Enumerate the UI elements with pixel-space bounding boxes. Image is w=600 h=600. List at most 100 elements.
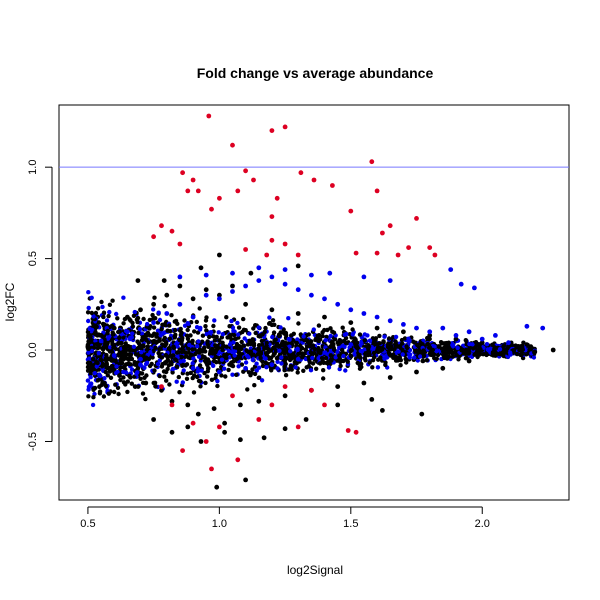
data-point: [216, 330, 221, 335]
black-point: [230, 283, 235, 289]
data-point: [89, 295, 94, 300]
data-point: [416, 348, 422, 353]
data-point: [110, 298, 115, 303]
data-point: [157, 373, 162, 379]
red-point: [353, 250, 359, 256]
blue-point: [138, 362, 143, 368]
data-point: [209, 377, 215, 382]
red-point: [256, 417, 262, 422]
red-point: [190, 420, 196, 426]
data-point: [167, 382, 172, 387]
black-point: [238, 402, 243, 408]
red-point: [348, 208, 354, 214]
data-point: [290, 337, 296, 343]
blue-point: [348, 307, 354, 313]
data-point: [220, 332, 225, 337]
data-point: [343, 340, 349, 345]
red-point: [251, 177, 256, 183]
blue-point: [282, 281, 288, 287]
black-point: [190, 296, 196, 302]
red-point: [151, 234, 157, 240]
data-point: [180, 345, 185, 350]
red-point: [395, 252, 401, 258]
data-point: [316, 348, 321, 354]
data-point: [317, 337, 323, 342]
data-point: [224, 344, 229, 349]
black-point: [177, 283, 183, 289]
data-point: [125, 389, 130, 395]
data-point: [183, 350, 188, 355]
red-point: [243, 168, 249, 174]
data-point: [192, 329, 197, 334]
data-point: [95, 333, 100, 338]
data-point: [230, 349, 235, 355]
data-point: [324, 334, 329, 340]
data-point: [128, 318, 133, 323]
red-point: [380, 230, 385, 236]
data-point: [382, 334, 387, 339]
data-point: [101, 362, 106, 367]
data-point: [394, 343, 399, 348]
data-point: [404, 344, 409, 349]
data-point: [89, 348, 95, 354]
data-point: [291, 352, 296, 357]
data-point: [140, 391, 146, 396]
data-point: [251, 341, 257, 346]
data-point: [197, 306, 202, 311]
data-point: [191, 356, 196, 361]
points-layer: [85, 113, 556, 490]
data-point: [108, 375, 114, 380]
black-point: [117, 373, 122, 378]
data-point: [204, 328, 209, 333]
data-point: [263, 351, 269, 356]
data-point: [106, 313, 111, 319]
black-point: [261, 435, 267, 441]
data-point: [88, 375, 93, 380]
red-point: [295, 424, 301, 430]
data-point: [241, 316, 246, 322]
data-point: [303, 347, 308, 352]
data-point: [169, 313, 174, 318]
black-point: [243, 477, 249, 483]
data-point: [196, 339, 201, 344]
data-point: [93, 310, 99, 316]
data-point: [371, 350, 377, 356]
data-point: [196, 378, 202, 384]
data-point: [154, 332, 160, 337]
data-point: [484, 342, 490, 347]
data-point: [282, 368, 287, 373]
data-point: [341, 353, 346, 359]
data-point: [139, 371, 145, 376]
data-point: [223, 374, 228, 379]
data-point: [143, 361, 149, 367]
data-point: [181, 368, 186, 373]
data-point: [102, 380, 107, 386]
data-point: [128, 335, 133, 340]
black-point: [222, 429, 228, 435]
blue-point: [282, 267, 288, 272]
blue-point: [243, 283, 249, 289]
data-point: [253, 323, 258, 328]
black-point: [369, 397, 375, 402]
blue-point: [138, 356, 143, 362]
data-point: [126, 357, 132, 362]
data-point: [207, 334, 212, 340]
data-point: [279, 361, 284, 366]
data-point: [171, 353, 176, 358]
data-point: [185, 321, 190, 326]
data-point: [335, 340, 340, 345]
data-point: [503, 348, 509, 354]
data-point: [310, 355, 315, 361]
data-point: [421, 358, 426, 364]
data-point: [256, 375, 261, 380]
data-point: [293, 365, 298, 370]
data-point: [158, 333, 163, 338]
data-point: [155, 361, 161, 367]
data-point: [394, 355, 399, 360]
data-point: [338, 363, 343, 369]
data-point: [294, 340, 299, 346]
data-point: [146, 340, 151, 345]
data-point: [222, 366, 227, 371]
red-point: [311, 177, 317, 183]
data-point: [193, 351, 198, 357]
